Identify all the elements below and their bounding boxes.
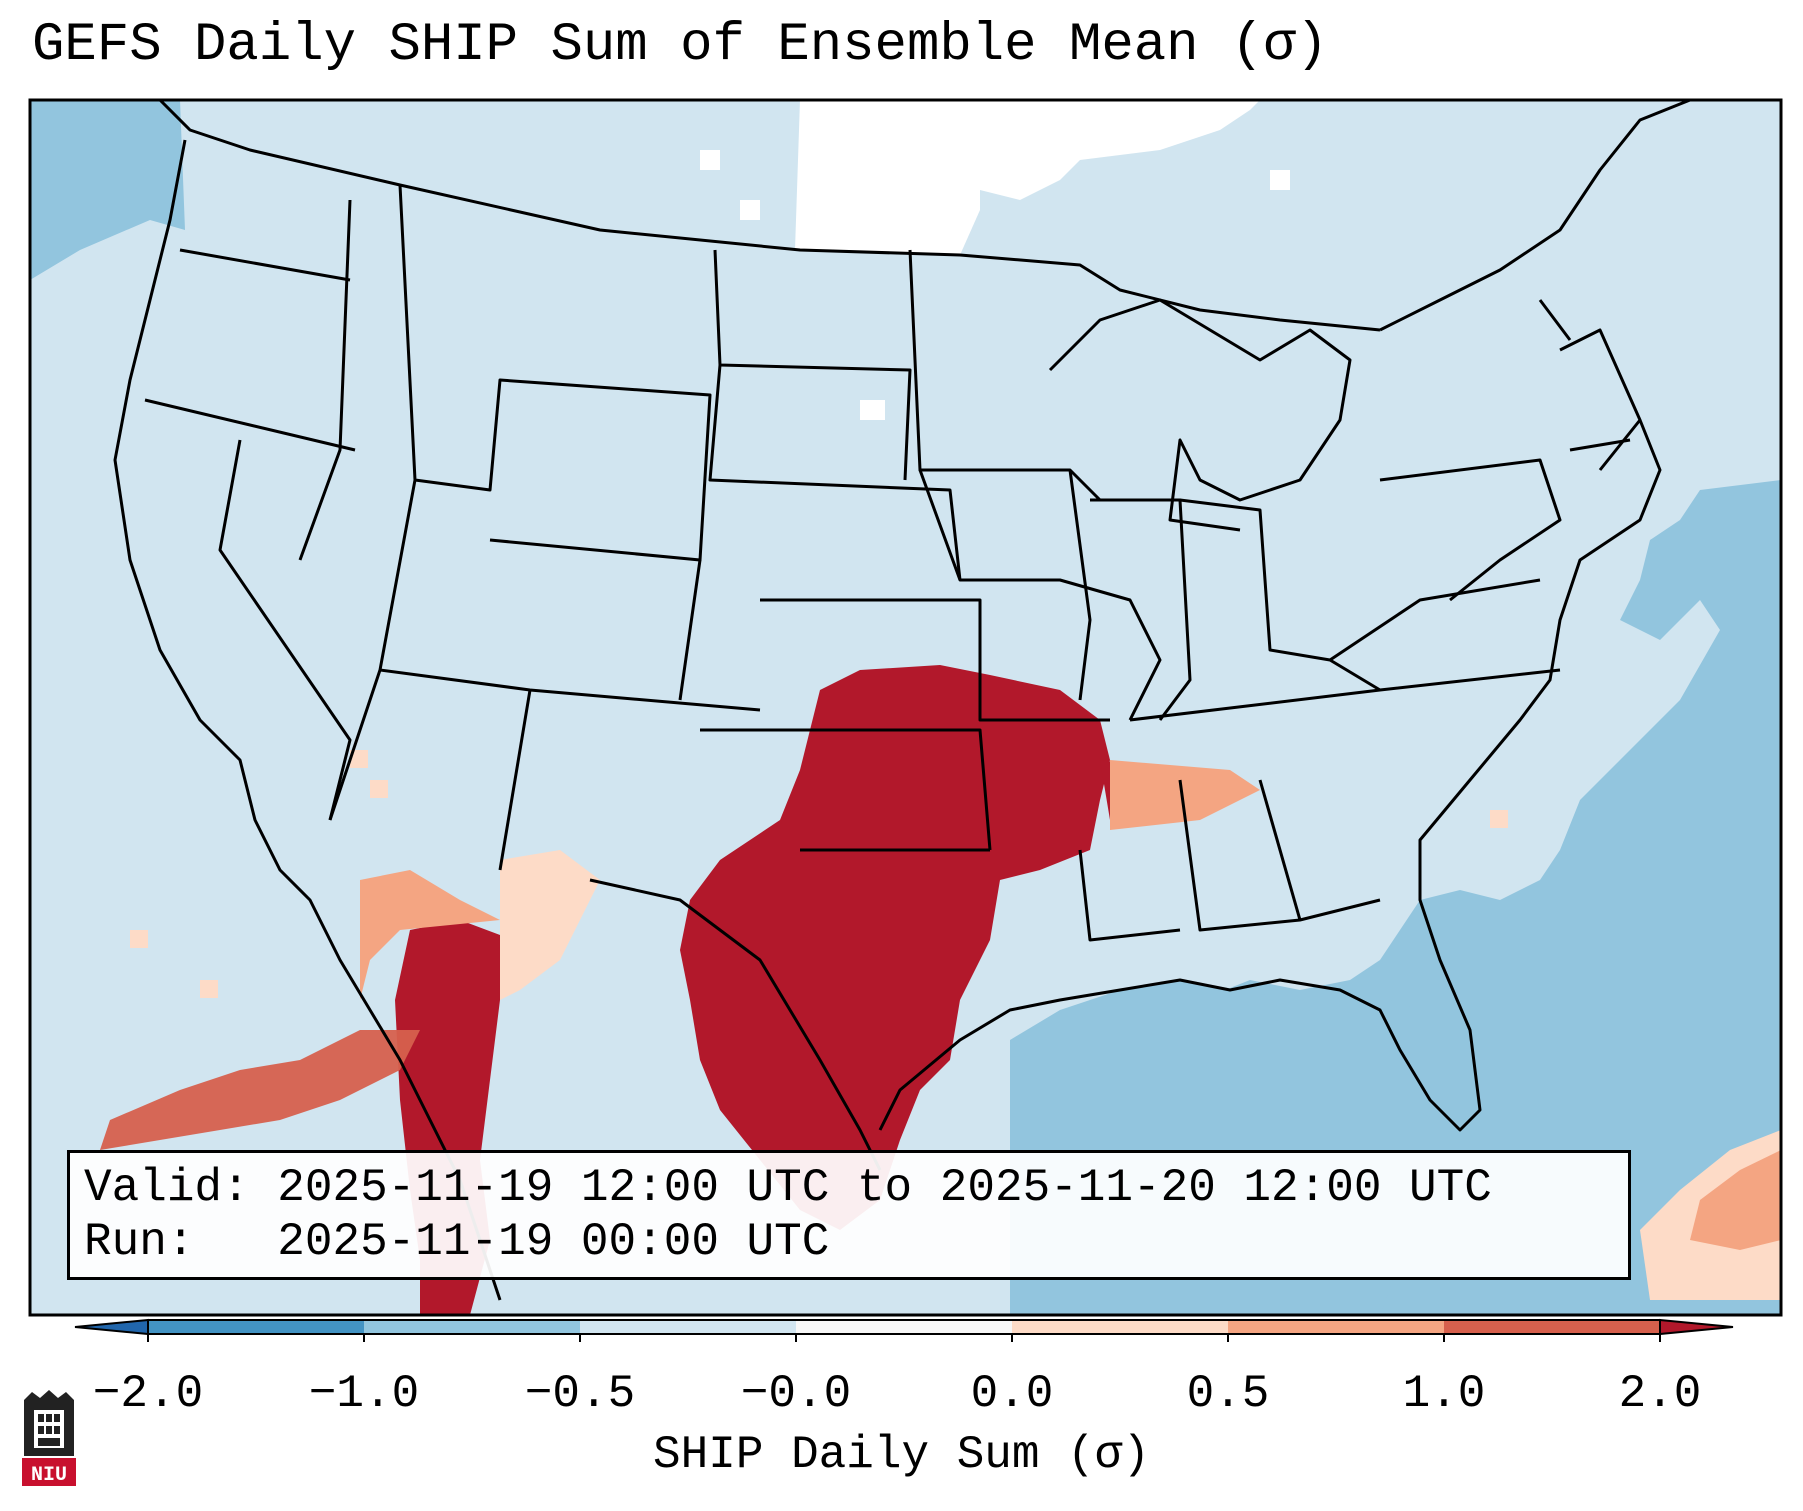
state-line [179,248,351,282]
tick-label: −0.0 [741,1368,851,1420]
colorbar-segment [364,1320,580,1334]
state-boundaries [113,100,1691,1301]
tick-label: 0.5 [1187,1368,1270,1420]
state-line [1090,498,1192,721]
niu-logo: NIU [20,1390,78,1490]
validity-info-box: Valid: 2025-11-19 12:00 UTC to 2025-11-2… [67,1150,1631,1280]
field-ocean-west [30,100,185,280]
field-white-patch [740,200,760,220]
valid-label: Valid: [84,1162,250,1214]
colorbar-segment [1012,1320,1228,1334]
map-frame [28,98,1783,1317]
tick-label: −0.5 [525,1368,635,1420]
tick-label: −1.0 [309,1368,419,1420]
field-white-patch [1270,170,1290,190]
colorbar-segment [796,1320,1012,1334]
west-coast [113,139,502,1301]
logo-text: NIU [31,1464,67,1487]
field-pixel [130,930,148,948]
colorbar-segment [148,1320,364,1334]
colorbar-segment [1228,1320,1444,1334]
field-mid-caribbean [1690,1150,1781,1250]
canada-border [158,100,1381,332]
state-line [1258,779,1302,921]
state-line [678,559,702,701]
colorbar-outline [147,1319,1661,1335]
field-mid-mexico [360,870,500,1000]
tick-label: −2.0 [93,1368,203,1420]
state-line [1179,498,1381,692]
field-white-north [790,100,1260,200]
colorbar-label: SHIP Daily Sum (σ) [653,1429,1150,1481]
state-line [708,364,962,581]
map-title: GEFS Daily SHIP Sum of Ensemble Mean (σ) [32,15,1329,76]
run-label: Run: [84,1216,195,1268]
run-line: Run: 2025-11-19 00:00 UTC [84,1215,1614,1269]
colorbar: −2.0 −1.0 −0.5 −0.0 0.0 0.5 1.0 2.0 [74,1318,1734,1420]
state-line [1538,299,1572,341]
state-line [713,249,912,481]
state-line [918,469,1162,721]
field-high-core [680,665,1110,1230]
state-line [498,689,532,871]
state-line [144,398,356,452]
state-line [589,878,882,1171]
canada-east [1379,100,1691,332]
valid-value: 2025-11-19 12:00 UTC to 2025-11-20 12:00… [277,1162,1492,1214]
state-line [218,439,352,821]
state-line [760,598,1110,722]
field-white-patch [860,400,885,420]
map-field [30,100,1781,1315]
colorbar-segment [580,1320,796,1334]
field-white-patch [700,150,720,170]
field-mid-band [1110,760,1260,830]
state-line [1379,458,1562,602]
great-lakes [1048,298,1352,532]
colorbar-tick-labels: −2.0 −1.0 −0.5 −0.0 0.0 0.5 1.0 2.0 [93,1368,1702,1420]
field-low-band [500,850,600,1000]
field-pixel [350,750,368,768]
colorbar-over-arrow [1659,1318,1734,1336]
field-pixel [370,780,388,798]
tick-label: 0.0 [971,1368,1054,1420]
colorbar-under-arrow [74,1318,149,1336]
east-coast [878,419,1662,1132]
state-line [1329,578,1541,662]
state-line [700,728,992,851]
state-line [1569,438,1631,452]
tick-label: 1.0 [1403,1368,1486,1420]
state-line [1078,849,1181,942]
tick-label: 2.0 [1619,1368,1702,1420]
colorbar-segment [1444,1320,1660,1334]
state-line [1559,328,1642,471]
state-line [908,249,1102,502]
state-line [298,199,352,561]
colorbar-ticks [147,1334,1661,1342]
field-mid-high [100,1030,420,1150]
field-pixel [1490,810,1508,828]
state-line [1178,779,1381,932]
state-line [1129,668,1561,722]
state-line [1068,469,1092,701]
run-value: 2025-11-19 00:00 UTC [277,1216,830,1268]
valid-line: Valid: 2025-11-19 12:00 UTC to 2025-11-2… [84,1161,1614,1215]
field-pixel [200,980,218,998]
field-white-north-2 [795,100,980,255]
